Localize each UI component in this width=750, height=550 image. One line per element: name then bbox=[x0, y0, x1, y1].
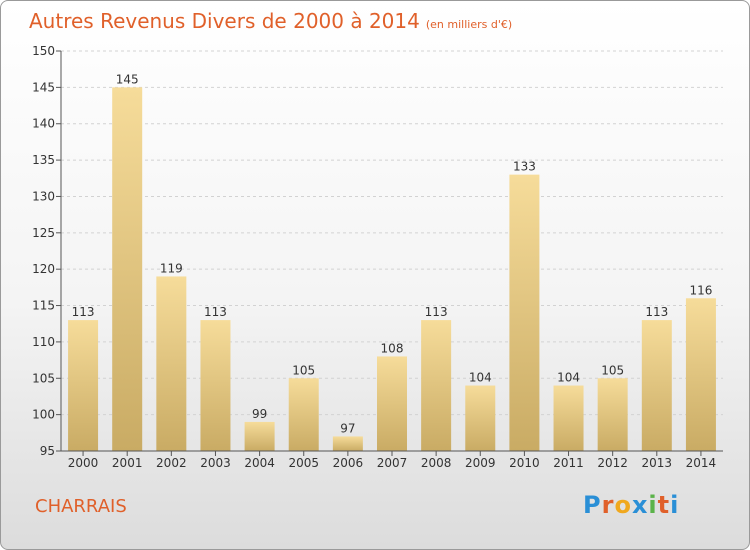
y-tick-label: 120 bbox=[32, 262, 55, 276]
bar bbox=[597, 378, 628, 451]
bar bbox=[377, 356, 407, 451]
bar bbox=[553, 385, 584, 451]
logo-letter: i bbox=[648, 491, 658, 519]
data-label: 105 bbox=[601, 363, 624, 377]
data-label: 104 bbox=[469, 371, 492, 385]
x-tick-label: 2008 bbox=[421, 456, 452, 470]
data-label: 113 bbox=[645, 305, 668, 319]
y-tick-label: 105 bbox=[32, 371, 55, 385]
y-tick-label: 115 bbox=[32, 299, 55, 313]
data-label: 97 bbox=[340, 421, 355, 435]
data-label: 99 bbox=[252, 407, 267, 421]
x-tick-label: 2011 bbox=[553, 456, 584, 470]
x-tick-label: 2007 bbox=[377, 456, 408, 470]
bar bbox=[685, 298, 716, 451]
data-label: 119 bbox=[160, 261, 183, 275]
data-label: 113 bbox=[204, 305, 227, 319]
y-tick-label: 130 bbox=[32, 189, 55, 203]
y-tick-label: 150 bbox=[32, 44, 55, 58]
data-label: 108 bbox=[381, 341, 404, 355]
y-tick-label: 140 bbox=[32, 117, 55, 131]
x-tick-label: 2004 bbox=[244, 456, 275, 470]
logo-letter: t bbox=[657, 491, 671, 519]
logo-letter: r bbox=[601, 491, 615, 519]
y-tick-label: 95 bbox=[40, 444, 55, 458]
x-tick-label: 2014 bbox=[686, 456, 717, 470]
bar bbox=[156, 276, 187, 451]
proxiti-logo: Proxiti bbox=[583, 491, 679, 519]
chart-title: Autres Revenus Divers de 2000 à 2014 (en … bbox=[29, 9, 512, 33]
chart-subtitle: (en milliers d'€) bbox=[425, 18, 513, 31]
data-label: 113 bbox=[72, 305, 95, 319]
bars: 113 145 119 113 99 105 97 108 113 104 133 104 105 113… bbox=[68, 72, 716, 452]
bar bbox=[68, 320, 99, 451]
x-tick-label: 2003 bbox=[200, 456, 231, 470]
axes: 95 100 105 110 115 120 125 130 135 140 145 150 2000 2… bbox=[32, 44, 723, 470]
logo-letter: o bbox=[614, 491, 632, 519]
x-tick-label: 2010 bbox=[509, 456, 540, 470]
title-text: Autres Revenus Divers de 2000 à 2014 bbox=[29, 9, 420, 33]
bar bbox=[112, 87, 143, 451]
bar bbox=[288, 378, 319, 451]
x-tick-label: 2012 bbox=[597, 456, 628, 470]
bar bbox=[244, 421, 275, 451]
y-tick-label: 145 bbox=[32, 80, 55, 94]
x-tick-label: 2005 bbox=[288, 456, 319, 470]
x-tick-label: 2009 bbox=[465, 456, 496, 470]
bar bbox=[332, 436, 363, 451]
data-label: 145 bbox=[116, 72, 139, 86]
logo-letter: x bbox=[631, 491, 649, 519]
data-label: 105 bbox=[292, 363, 315, 377]
logo-letter: i bbox=[670, 491, 680, 519]
logo-letter: P bbox=[583, 491, 602, 519]
y-tick-label: 135 bbox=[32, 153, 55, 167]
data-label: 113 bbox=[425, 305, 448, 319]
data-label: 116 bbox=[689, 283, 712, 297]
x-tick-label: 2000 bbox=[68, 456, 99, 470]
y-tick-label: 125 bbox=[32, 226, 55, 240]
bar bbox=[421, 320, 452, 451]
bar bbox=[641, 320, 672, 451]
x-tick-label: 2001 bbox=[112, 456, 143, 470]
x-tick-label: 2006 bbox=[333, 456, 364, 470]
bar bbox=[465, 385, 496, 451]
x-tick-label: 2002 bbox=[156, 456, 187, 470]
data-label: 133 bbox=[513, 160, 536, 174]
location-label: CHARRAIS bbox=[35, 496, 127, 517]
bar bbox=[200, 320, 231, 451]
y-tick-label: 100 bbox=[32, 408, 55, 422]
y-tick-label: 110 bbox=[32, 335, 55, 349]
bar bbox=[509, 174, 540, 452]
data-label: 104 bbox=[557, 371, 580, 385]
x-tick-label: 2013 bbox=[642, 456, 673, 470]
